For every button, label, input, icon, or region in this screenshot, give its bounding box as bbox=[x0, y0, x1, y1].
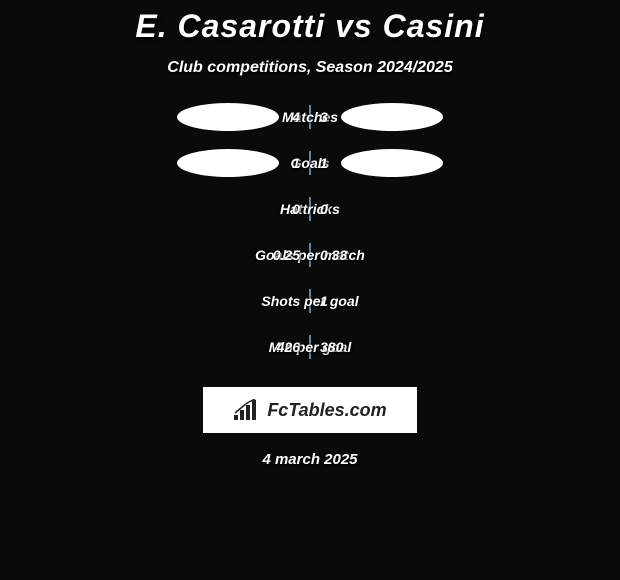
stat-row: Goals per match0.33 0.25 bbox=[167, 243, 453, 267]
stat-row: Goals11 bbox=[167, 151, 453, 175]
comparison-infographic: E. Casarotti vs Casini Club competitions… bbox=[0, 0, 620, 468]
stat-bar: Goals11 bbox=[309, 151, 311, 175]
brand-footer: FcTables.com bbox=[203, 387, 416, 433]
stat-value-right: 426 bbox=[277, 339, 300, 355]
date-label: 4 march 2025 bbox=[262, 451, 357, 468]
stat-label: Goals per match bbox=[255, 247, 365, 263]
player-right-oval bbox=[341, 103, 443, 131]
player-left-oval bbox=[177, 103, 279, 131]
player-right-oval bbox=[341, 149, 443, 177]
stat-bar: Matches34 bbox=[309, 105, 311, 129]
stat-bar: Goals per match0.330.25 bbox=[309, 243, 311, 267]
stat-row: Hattricks0 0 bbox=[167, 197, 453, 221]
stats-rows: Matches3 4 Goals11 Hattricks0 0 Goals per mat… bbox=[167, 105, 453, 381]
stat-row: Matches3 4 bbox=[167, 105, 453, 129]
stat-value-right: 1 bbox=[292, 155, 300, 171]
stat-value-right: 0.25 bbox=[273, 247, 300, 263]
stat-value-left: 0.33 bbox=[320, 247, 347, 263]
stat-label: Matches bbox=[282, 109, 338, 125]
stat-bar: Min per goal380426 bbox=[309, 335, 311, 359]
stat-value-left: 380 bbox=[320, 339, 343, 355]
stat-label: Shots per goal bbox=[261, 293, 358, 309]
player-left-oval bbox=[177, 149, 279, 177]
stat-row: Shots per goal1 bbox=[167, 289, 453, 313]
fctables-logo-icon bbox=[233, 399, 259, 421]
stat-row: Min per goal380426 bbox=[167, 335, 453, 359]
stat-value-left: 0 bbox=[320, 201, 328, 217]
stat-bar: Hattricks00 bbox=[309, 197, 311, 221]
stat-value-left: 1 bbox=[320, 155, 328, 171]
stat-bar: Shots per goal1 bbox=[309, 289, 311, 313]
stat-value-left: 3 bbox=[320, 109, 328, 125]
page-subtitle: Club competitions, Season 2024/2025 bbox=[167, 59, 452, 77]
stat-value-right: 0 bbox=[292, 201, 300, 217]
stat-label: Hattricks bbox=[280, 201, 340, 217]
brand-text: FcTables.com bbox=[267, 400, 386, 421]
stat-value-right: 4 bbox=[292, 109, 300, 125]
stat-value-left: 1 bbox=[320, 293, 328, 309]
page-title: E. Casarotti vs Casini bbox=[135, 8, 484, 45]
